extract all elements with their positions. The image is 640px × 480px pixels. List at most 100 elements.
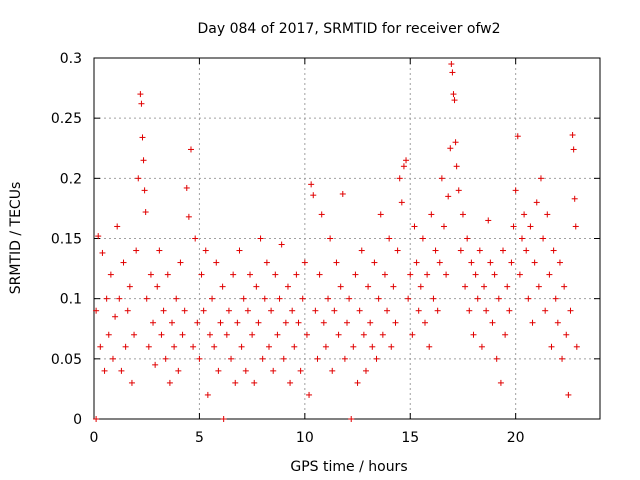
- data-point: [154, 283, 161, 290]
- data-point: [126, 283, 133, 290]
- data-point: [200, 307, 207, 314]
- data-point: [133, 247, 140, 254]
- data-point: [422, 319, 429, 326]
- data-point: [474, 295, 481, 302]
- data-point: [225, 307, 232, 314]
- data-point: [141, 187, 148, 194]
- data-point: [284, 283, 291, 290]
- data-point: [403, 157, 410, 164]
- data-point: [217, 319, 224, 326]
- data-point: [175, 367, 182, 374]
- data-point: [506, 307, 513, 314]
- data-point: [344, 319, 350, 326]
- data-point: [105, 331, 112, 338]
- data-point: [160, 307, 167, 314]
- data-point: [329, 367, 336, 374]
- data-point: [537, 175, 544, 182]
- y-axis: 0 0.05 0.1 0.15 0.2 0.25 0.3: [51, 51, 600, 428]
- data-point: [333, 259, 340, 266]
- data-point: [99, 249, 106, 256]
- data-point: [411, 223, 418, 230]
- data-point: [228, 355, 235, 362]
- data-point: [335, 331, 342, 338]
- data-point: [138, 100, 145, 107]
- data-point: [169, 319, 176, 326]
- data-point: [247, 271, 254, 278]
- data-point: [514, 133, 521, 140]
- data-point: [310, 192, 317, 199]
- data-point: [103, 295, 110, 302]
- data-point: [535, 283, 542, 290]
- data-point: [419, 235, 426, 242]
- data-point: [297, 367, 304, 374]
- data-point: [510, 223, 517, 230]
- data-point: [448, 61, 455, 68]
- data-point: [396, 175, 403, 182]
- data-point: [278, 241, 285, 248]
- data-point: [158, 331, 165, 338]
- data-point: [502, 331, 509, 338]
- data-point: [295, 319, 302, 326]
- data-point: [299, 295, 306, 302]
- data-point: [156, 247, 163, 254]
- data-point: [434, 307, 441, 314]
- data-point: [540, 235, 547, 242]
- data-point: [445, 193, 452, 200]
- data-point: [365, 283, 372, 290]
- data-point: [192, 235, 199, 242]
- data-point: [415, 307, 422, 314]
- data-point: [459, 211, 466, 218]
- data-point: [413, 259, 420, 266]
- data-point: [409, 331, 416, 338]
- x-tick-label: 5: [195, 430, 204, 446]
- data-point: [405, 295, 412, 302]
- data-point: [194, 319, 201, 326]
- data-point: [181, 307, 188, 314]
- data-point: [316, 271, 323, 278]
- data-point: [150, 319, 157, 326]
- x-tick-label: 20: [507, 430, 525, 446]
- x-tick-label: 10: [296, 430, 314, 446]
- data-point: [263, 259, 270, 266]
- data-point: [500, 247, 507, 254]
- data-point: [331, 307, 338, 314]
- data-point: [392, 319, 399, 326]
- data-point: [525, 295, 532, 302]
- data-point: [533, 199, 540, 206]
- data-point: [93, 416, 100, 422]
- data-point: [497, 379, 504, 386]
- data-point: [268, 307, 275, 314]
- data-point: [544, 211, 551, 218]
- data-point: [570, 146, 577, 153]
- data-point: [453, 163, 460, 170]
- data-point: [202, 247, 209, 254]
- data-point: [234, 319, 241, 326]
- data-point: [436, 259, 443, 266]
- data-point: [447, 145, 454, 152]
- y-tick-label: 0: [73, 412, 82, 428]
- chart-title: Day 084 of 2017, SRMTID for receiver ofw…: [197, 21, 500, 37]
- data-point: [145, 343, 152, 350]
- data-point: [339, 190, 346, 197]
- x-tick-label: 15: [401, 430, 419, 446]
- data-point: [468, 259, 475, 266]
- data-point: [362, 367, 369, 374]
- data-point: [211, 343, 218, 350]
- data-point: [147, 271, 154, 278]
- data-point: [451, 97, 458, 104]
- data-point: [261, 295, 268, 302]
- data-point: [381, 271, 388, 278]
- y-axis-label: SRMTID / TECUs: [8, 182, 24, 295]
- data-point: [400, 163, 407, 170]
- data-point: [346, 295, 353, 302]
- data-point: [97, 343, 104, 350]
- y-tick-label: 0.15: [51, 232, 82, 248]
- data-point: [282, 319, 289, 326]
- data-point: [190, 343, 197, 350]
- data-point: [508, 259, 515, 266]
- data-point: [196, 355, 203, 362]
- data-point: [215, 367, 222, 374]
- data-point: [450, 91, 457, 98]
- data-point: [390, 283, 397, 290]
